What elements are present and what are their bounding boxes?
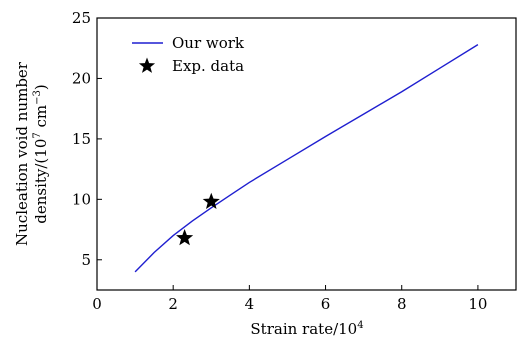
x-tick-label: 8: [397, 295, 407, 313]
y-tick-label: 5: [81, 251, 91, 269]
legend-label-exp-data: Exp. data: [172, 57, 244, 75]
y-axis-title-line2: density/(107 cm−3): [32, 84, 50, 224]
x-tick-label: 4: [245, 295, 255, 313]
y-tick-label: 15: [72, 130, 91, 148]
x-tick-label: 6: [321, 295, 331, 313]
legend: Our work Exp. data: [132, 34, 245, 75]
plot-frame: [96, 17, 517, 291]
legend-star-marker: [138, 57, 156, 73]
x-tick-label: 10: [468, 295, 487, 313]
y-axis-title: Nucleation void number density/(107 cm−3…: [13, 61, 50, 246]
data-point-exp: [202, 192, 220, 210]
legend-label-our-work: Our work: [172, 34, 245, 52]
x-axis-title: Strain rate/104: [250, 320, 363, 338]
series-layer: [134, 44, 479, 273]
y-tick-label: 20: [72, 69, 91, 87]
data-point-exp: [176, 229, 194, 246]
y-axis-title-line1: Nucleation void number: [13, 61, 31, 246]
y-tick-label: 25: [72, 9, 91, 27]
y-axis-ticks: 5 10 15 20 25: [72, 9, 102, 269]
x-tick-label: 0: [92, 295, 102, 313]
x-tick-label: 2: [168, 295, 178, 313]
y-tick-label: 10: [72, 190, 91, 208]
series-line-our-work: [134, 44, 479, 273]
x-axis-ticks: 0 2 4 6 8 10: [92, 285, 487, 313]
